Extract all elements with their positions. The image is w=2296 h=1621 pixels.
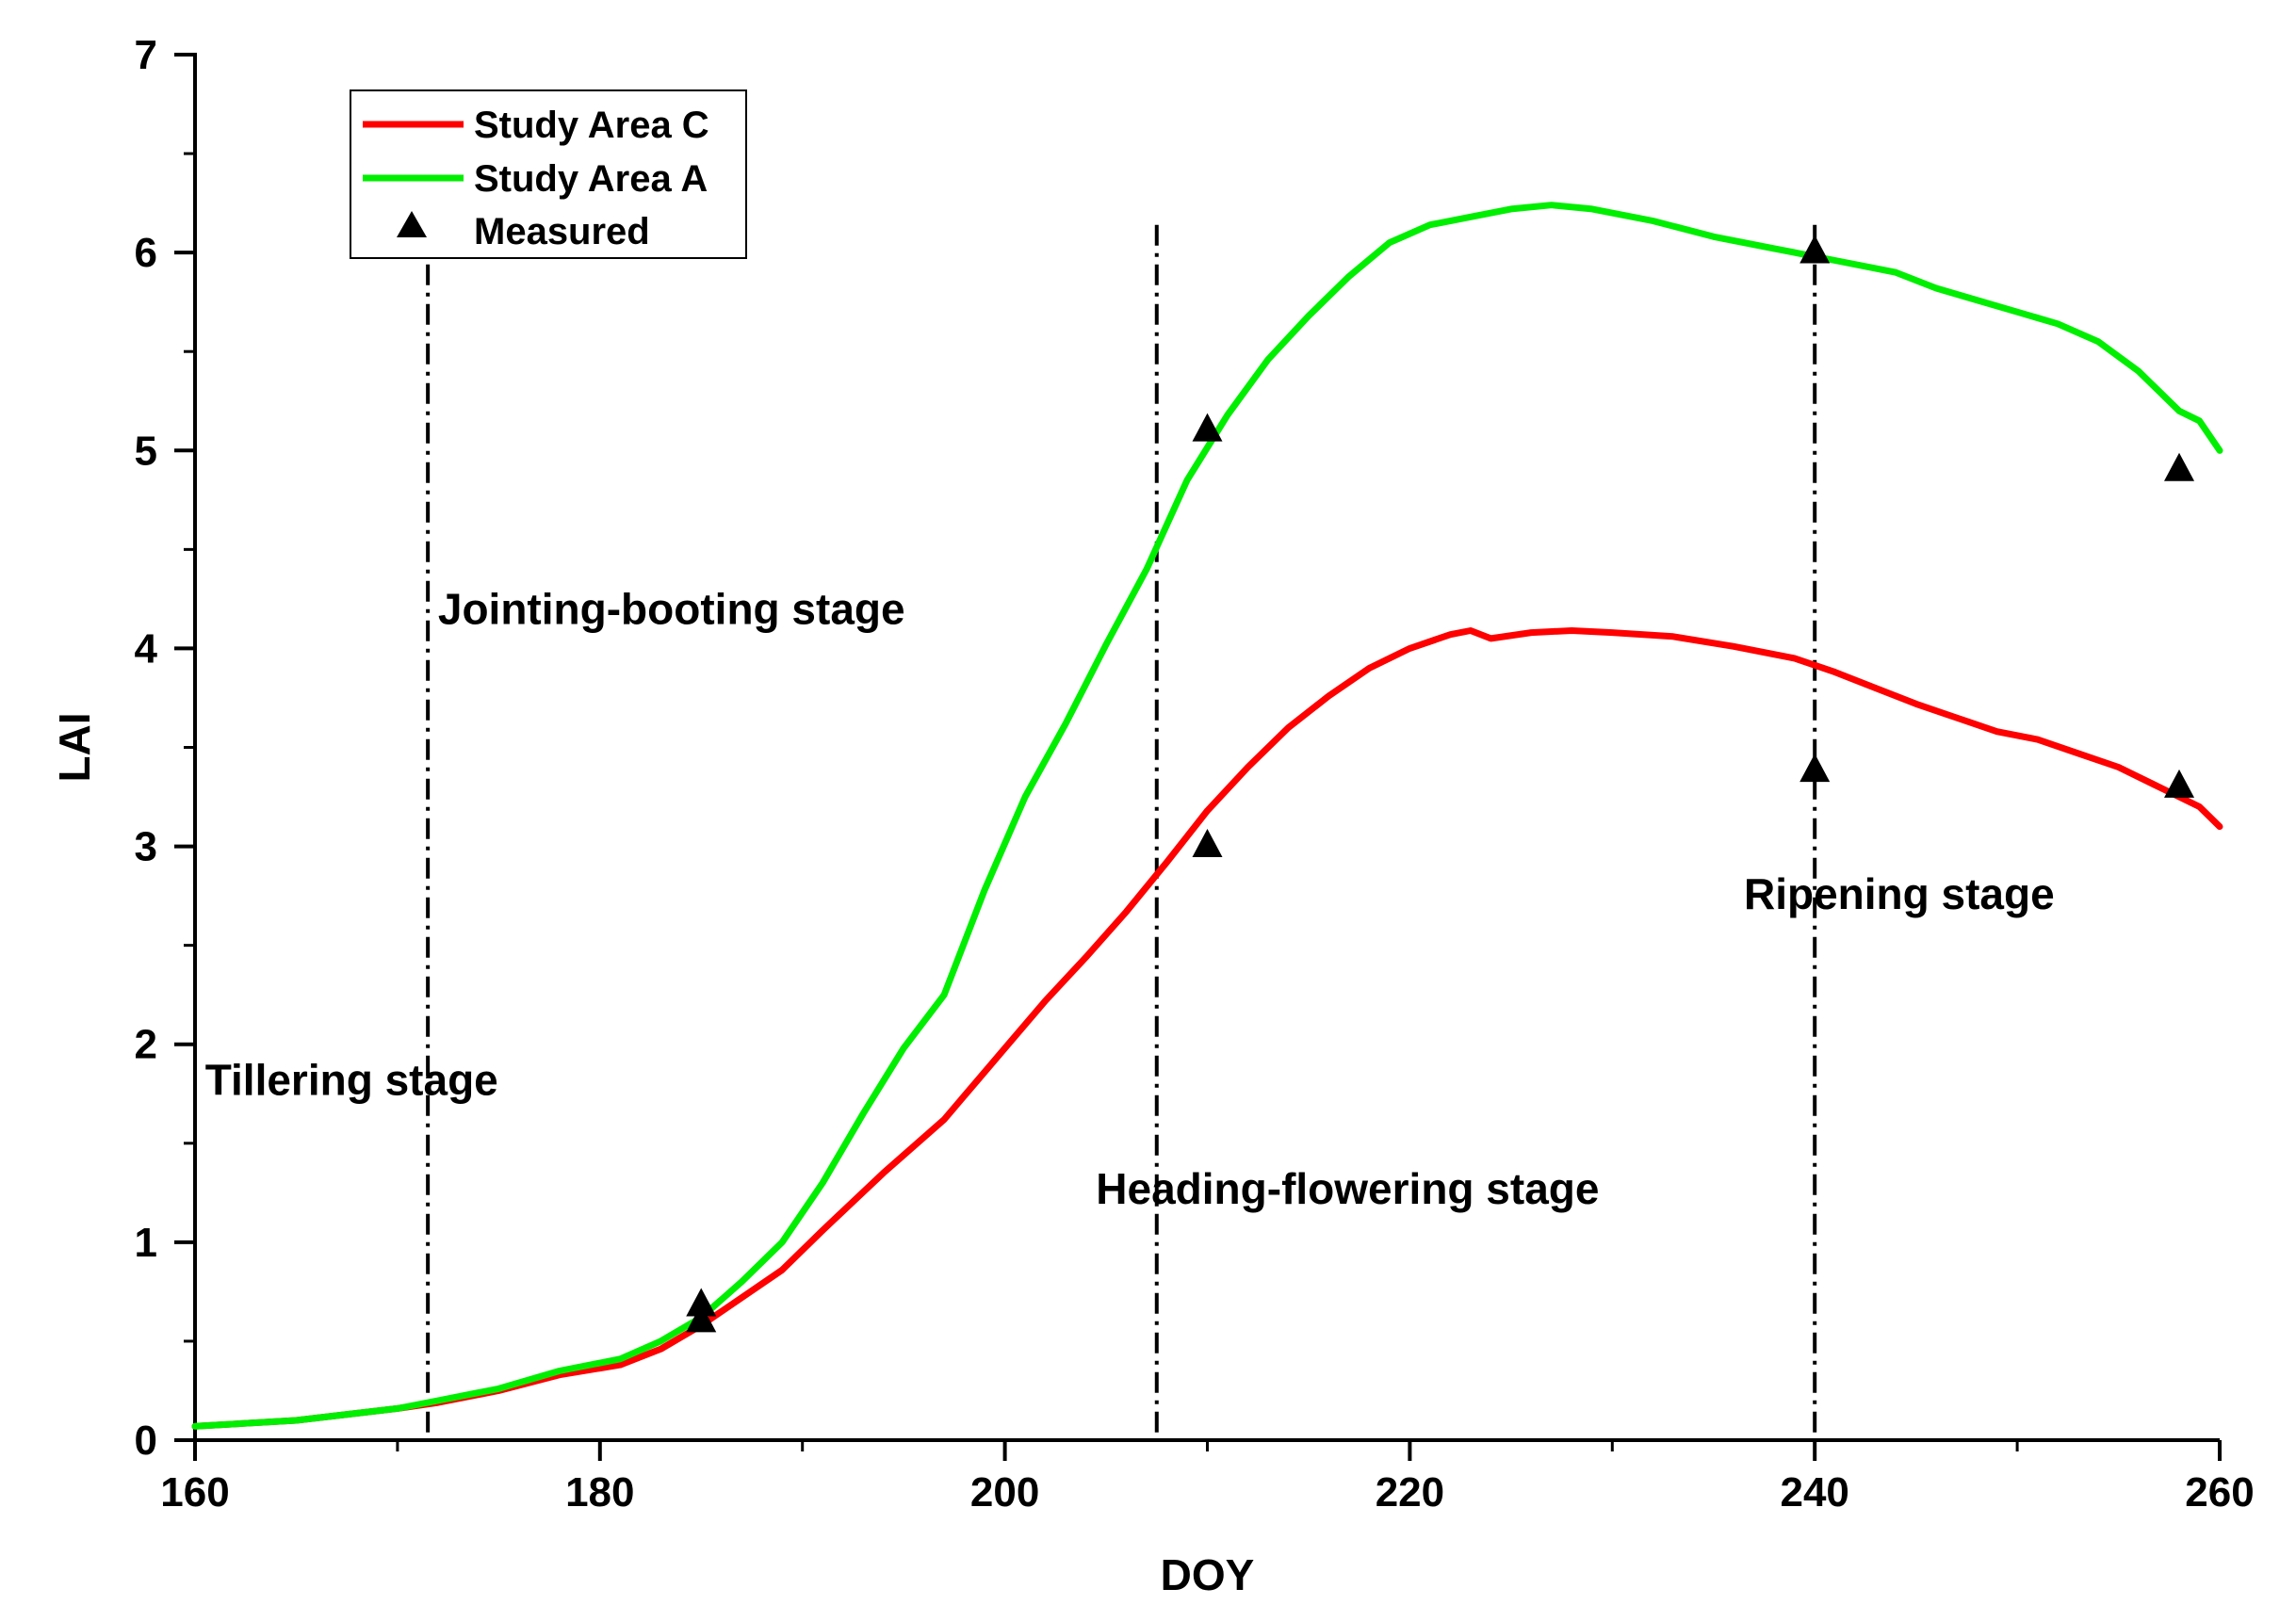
stage-label: Heading-flowering stage [1096, 1164, 1599, 1213]
x-tick-label: 200 [970, 1469, 1039, 1516]
legend-label: Study Area A [474, 158, 708, 200]
legend: Study Area C Study Area A Measured [350, 89, 747, 259]
y-tick-label: 5 [135, 428, 157, 474]
y-tick-label: 0 [135, 1418, 157, 1464]
stage-label: Ripening stage [1744, 869, 2055, 918]
y-axis-title: LAI [50, 712, 99, 782]
legend-marker-measured [397, 211, 427, 237]
x-tick-label: 260 [2185, 1469, 2254, 1516]
axes: 0 1 2 3 4 5 6 7 160 180 200 220 240 260 DOY LAI [50, 32, 2255, 1599]
legend-label: Study Area C [474, 105, 709, 146]
measured-point [1799, 754, 1831, 783]
y-tick-label: 2 [135, 1022, 157, 1068]
x-tick-label: 180 [565, 1469, 634, 1516]
measured-point [1799, 235, 1831, 264]
x-tick-label: 240 [1780, 1469, 1848, 1516]
measured-point [2164, 769, 2195, 798]
stage-label: Jointing-booting stage [438, 584, 905, 633]
legend-label: Measured [474, 211, 650, 252]
series-line-study-area-c [191, 627, 2223, 1430]
stage-label: Tillering stage [205, 1056, 498, 1105]
series-line-study-area-a [191, 202, 2223, 1430]
measured-point [1192, 828, 1223, 857]
stage-boundaries [426, 224, 1817, 1440]
x-tick-label: 220 [1376, 1469, 1444, 1516]
measured-point [2164, 452, 2195, 481]
measured-point [1192, 413, 1223, 442]
measured-point [686, 1304, 717, 1333]
measured-point [686, 1288, 717, 1317]
y-tick-label: 1 [135, 1220, 157, 1266]
y-tick-label: 3 [135, 824, 157, 870]
x-tick-label: 160 [160, 1469, 229, 1516]
series-lines [191, 202, 2223, 1430]
y-tick-label: 4 [135, 625, 158, 672]
y-tick-label: 6 [135, 230, 157, 276]
measured-markers [686, 235, 2195, 1333]
stage-annotations: Tillering stage Jointing-booting stage Hea… [205, 584, 2055, 1213]
y-tick-label: 7 [135, 32, 157, 78]
x-axis-title: DOY [1161, 1550, 1255, 1599]
